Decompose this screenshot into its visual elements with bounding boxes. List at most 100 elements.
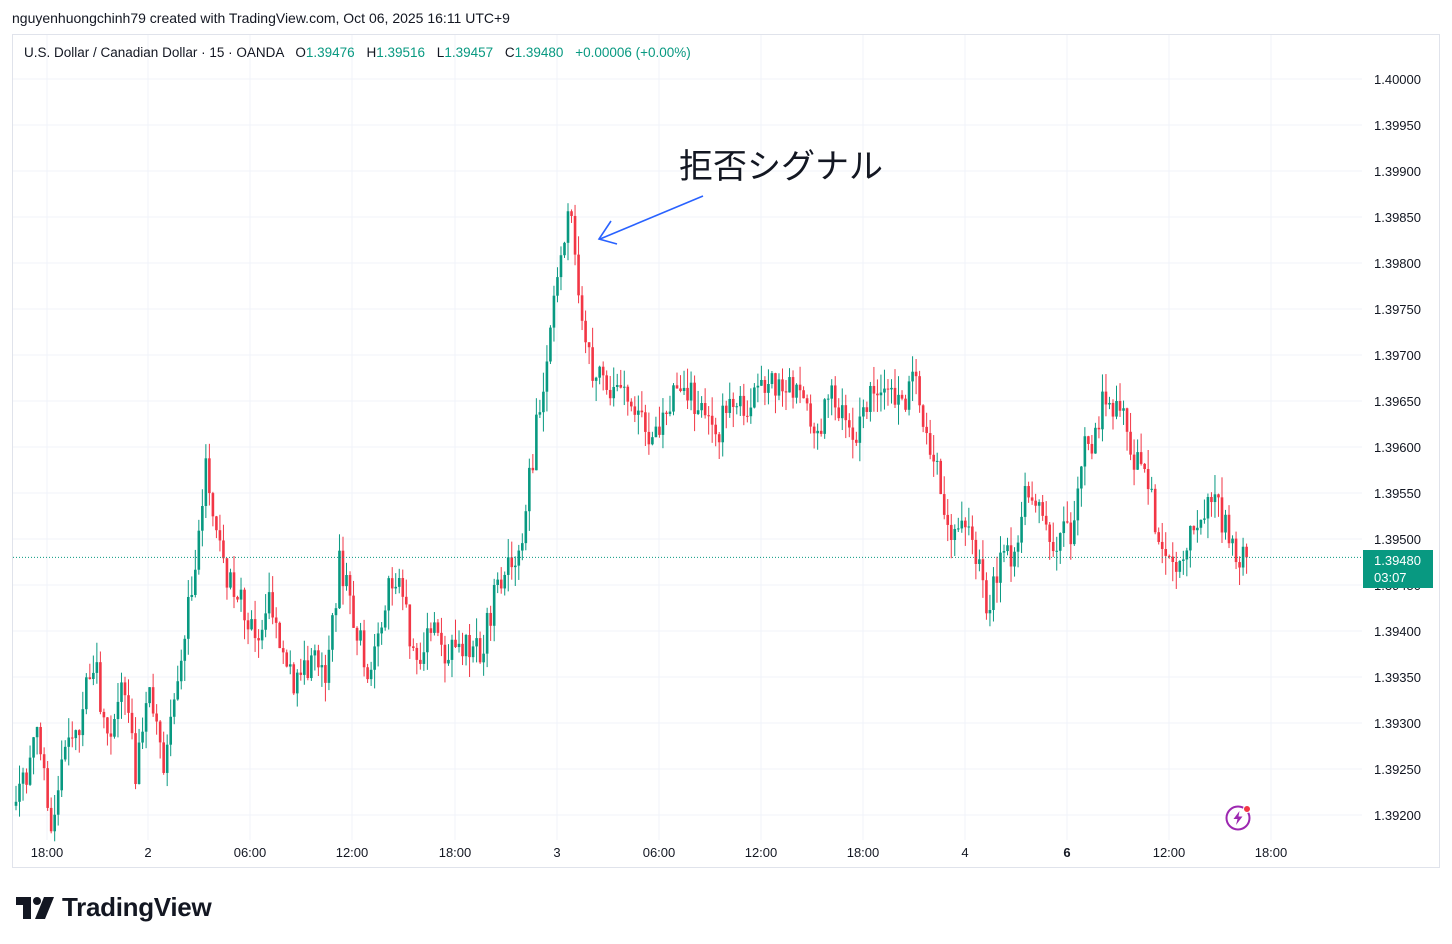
candle-body bbox=[812, 426, 816, 434]
candle-body bbox=[981, 559, 985, 581]
price-tick-label: 1.39200 bbox=[1374, 808, 1421, 823]
candle-body bbox=[35, 727, 39, 738]
candle-body bbox=[46, 768, 49, 808]
candle-body bbox=[1164, 549, 1168, 556]
time-tick-label: 18:00 bbox=[847, 845, 880, 860]
price-tick-label: 1.39800 bbox=[1374, 256, 1421, 271]
candle-body bbox=[946, 514, 950, 525]
candle-body bbox=[865, 407, 869, 412]
candle-body bbox=[390, 578, 394, 589]
candle-body bbox=[1073, 520, 1076, 545]
close-value: 1.39480 bbox=[514, 45, 564, 60]
symbol-label[interactable]: U.S. Dollar / Canadian Dollar · 15 · OAN… bbox=[24, 45, 284, 60]
candle-body bbox=[42, 754, 46, 769]
candle-body bbox=[63, 746, 67, 760]
candle-body bbox=[967, 526, 971, 528]
candle-body bbox=[506, 557, 510, 575]
candle-body bbox=[686, 387, 689, 401]
candle-body bbox=[1213, 494, 1217, 503]
candle-body bbox=[148, 687, 151, 704]
price-tick-label: 1.40000 bbox=[1374, 72, 1421, 87]
candle-body bbox=[883, 388, 886, 393]
candle-body bbox=[324, 665, 327, 683]
candle-body bbox=[310, 655, 313, 679]
candle-body bbox=[338, 550, 341, 609]
tradingview-logo[interactable]: TradingView bbox=[16, 892, 212, 923]
candle-body bbox=[1016, 542, 1020, 552]
candles bbox=[14, 203, 1248, 842]
candle-body bbox=[39, 727, 42, 755]
candle-body bbox=[619, 385, 623, 388]
candle-body bbox=[32, 737, 35, 758]
candle-body bbox=[14, 801, 18, 806]
candle-body bbox=[890, 387, 893, 390]
candle-body bbox=[1153, 488, 1157, 533]
candle-body bbox=[570, 211, 573, 216]
candle-body bbox=[496, 579, 499, 585]
price-tick-label: 1.39300 bbox=[1374, 716, 1421, 731]
candle-body bbox=[939, 460, 943, 495]
candle-body bbox=[492, 584, 496, 626]
candle-body bbox=[1108, 402, 1111, 405]
candle-body bbox=[907, 381, 911, 410]
candle-body bbox=[250, 619, 253, 630]
candle-body bbox=[443, 644, 447, 664]
candle-body bbox=[844, 405, 848, 421]
candle-body bbox=[985, 580, 988, 614]
candle-body bbox=[18, 783, 21, 802]
candle-body bbox=[1020, 516, 1023, 543]
candle-body bbox=[1210, 497, 1213, 503]
candle-body bbox=[1231, 538, 1234, 544]
tradingview-logo-icon bbox=[16, 896, 54, 919]
candle-body bbox=[387, 578, 390, 611]
candle-body bbox=[468, 634, 471, 658]
candle-body bbox=[1143, 463, 1146, 470]
candle-body bbox=[978, 559, 981, 564]
ohlc-legend: U.S. Dollar / Canadian Dollar · 15 · OAN… bbox=[24, 45, 691, 60]
candle-body bbox=[137, 742, 141, 785]
candle-body bbox=[450, 639, 454, 660]
flash-icon[interactable] bbox=[1224, 804, 1252, 832]
candle-body bbox=[95, 662, 99, 673]
candle-body bbox=[591, 347, 594, 381]
candle-body bbox=[499, 579, 503, 589]
candle-body bbox=[633, 406, 637, 415]
candle-body bbox=[672, 385, 675, 412]
low-value: 1.39457 bbox=[444, 45, 494, 60]
candle-body bbox=[605, 375, 608, 390]
chart-frame bbox=[12, 34, 1440, 868]
price-tick-label: 1.39650 bbox=[1374, 394, 1421, 409]
candle-body bbox=[1115, 400, 1118, 417]
candle-body bbox=[738, 395, 742, 407]
candle-body bbox=[1125, 408, 1129, 432]
candle-body bbox=[1111, 402, 1115, 417]
candle-body bbox=[77, 730, 81, 736]
candle-body bbox=[935, 460, 939, 462]
candle-body bbox=[608, 389, 612, 399]
candle-body bbox=[1065, 521, 1069, 523]
candle-body bbox=[833, 385, 837, 408]
candle-body bbox=[1037, 502, 1041, 506]
candle-body bbox=[542, 391, 545, 413]
candle-body bbox=[1206, 497, 1210, 519]
candle-body bbox=[151, 687, 155, 714]
candle-body bbox=[1160, 541, 1164, 550]
candle-body bbox=[538, 412, 542, 415]
price-tick-label: 1.39750 bbox=[1374, 302, 1421, 317]
candle-body bbox=[102, 711, 106, 718]
candle-body bbox=[1129, 431, 1132, 455]
time-tick-label: 06:00 bbox=[643, 845, 676, 860]
candle-body bbox=[587, 342, 591, 348]
candle-body bbox=[225, 558, 229, 588]
candle-body bbox=[1030, 497, 1034, 501]
candle-body bbox=[788, 377, 791, 393]
candle-body bbox=[953, 528, 957, 540]
candle-body bbox=[1048, 524, 1052, 542]
candle-body bbox=[320, 665, 324, 668]
candle-body bbox=[454, 639, 457, 648]
candle-body bbox=[911, 371, 914, 382]
candle-body bbox=[28, 757, 32, 785]
candle-body bbox=[172, 699, 176, 717]
candle-body bbox=[707, 415, 710, 417]
